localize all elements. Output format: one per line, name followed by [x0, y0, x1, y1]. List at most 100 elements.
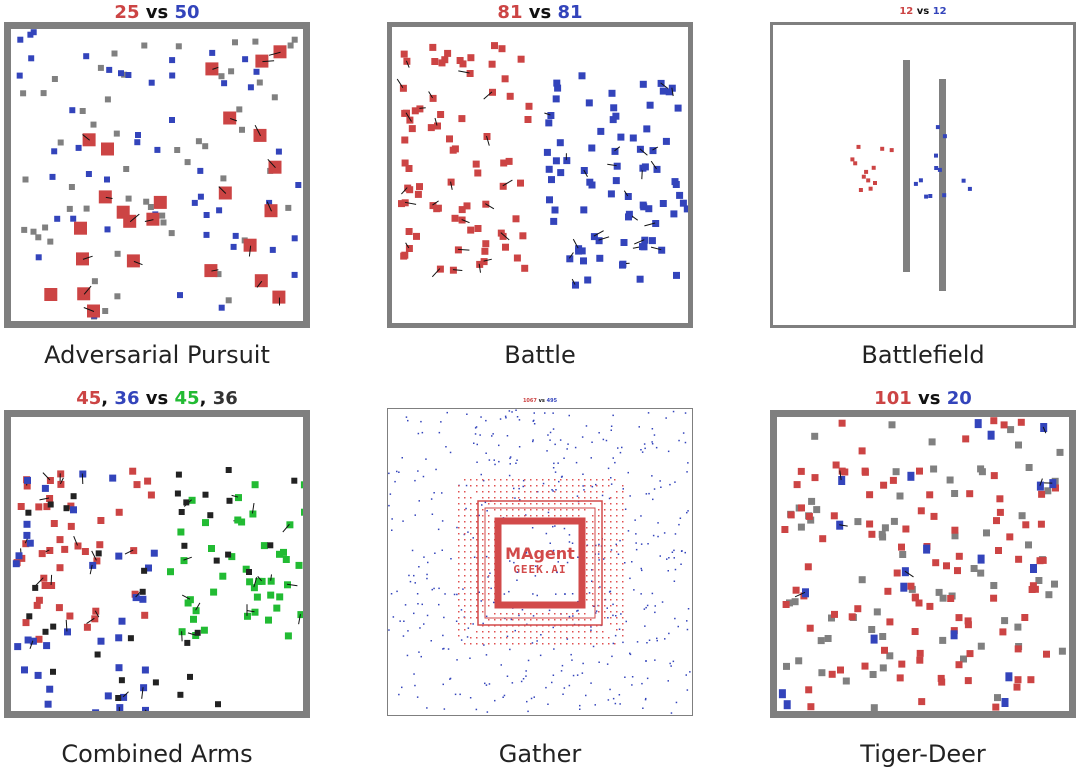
gatherer-agent [531, 527, 534, 529]
green-melee-agent [192, 607, 200, 615]
food-cell [572, 509, 574, 511]
gatherer-agent [572, 615, 574, 617]
tiger-agent [977, 554, 985, 564]
gatherer-agent [670, 665, 672, 667]
caption-gather: Gather [498, 740, 582, 768]
food-cell [554, 515, 556, 517]
food-cell [586, 563, 588, 565]
food-cell [536, 479, 538, 481]
gatherer-agent [430, 640, 432, 642]
green-melee-agent [260, 542, 268, 550]
blue-agent [639, 243, 646, 251]
predator-agent [205, 62, 219, 76]
prey-agent [209, 49, 216, 56]
food-cell [476, 643, 478, 645]
gatherer-agent [396, 590, 398, 593]
prey-agent [232, 232, 239, 239]
score-gather: 1067 vs 495 [387, 398, 693, 404]
food-middle-frame [484, 507, 596, 619]
obstacle-cell [113, 130, 120, 137]
blue-agent [612, 177, 620, 185]
black-ranged-agent [47, 501, 54, 508]
gatherer-agent [648, 639, 651, 641]
food-cell [464, 575, 466, 577]
red-agent [451, 214, 459, 222]
gatherer-agent [391, 518, 393, 520]
deer-agent [990, 472, 998, 480]
gatherer-agent [679, 517, 682, 519]
gatherer-agent [657, 522, 659, 524]
food-cell [476, 637, 478, 639]
gatherer-agent [686, 471, 688, 473]
gatherer-agent [442, 648, 444, 650]
score-right: 12 [932, 6, 947, 17]
food-cell [616, 581, 618, 583]
deer-agent [990, 417, 998, 425]
green-melee-agent [219, 572, 227, 580]
gatherer-agent [391, 529, 393, 531]
gatherer-agent [441, 520, 444, 522]
black-ranged-agent [42, 628, 49, 635]
food-cell [464, 545, 466, 547]
attack-line [461, 219, 470, 224]
food-cell [598, 599, 600, 601]
gatherer-agent [506, 635, 509, 638]
red-melee-agent [22, 540, 30, 548]
food-cell [622, 629, 624, 631]
food-cell [598, 527, 600, 529]
gatherer-agent [599, 586, 601, 588]
food-cell [488, 631, 490, 633]
prey-agent [218, 304, 225, 311]
environment-grid-tiger-deer [770, 410, 1076, 718]
gatherer-agent [558, 480, 560, 483]
food-cell [482, 631, 484, 633]
gatherer-agent [568, 534, 571, 536]
food-cell [470, 569, 472, 571]
food-cell [518, 515, 520, 517]
gatherer-agent [467, 627, 470, 629]
blue-agent [578, 72, 586, 80]
agents-layer [12, 467, 303, 711]
food-cell [622, 617, 624, 619]
blue-agent [613, 162, 621, 170]
food-cell [464, 581, 466, 583]
gatherer-agent [508, 474, 511, 477]
blue-ranged-agent [104, 692, 112, 700]
gatherer-agent [418, 651, 420, 653]
food-cell [500, 479, 502, 481]
food-cell [524, 479, 526, 481]
food-cell [560, 485, 562, 487]
attack-line [229, 118, 238, 122]
gatherer-agent [607, 617, 609, 619]
food-cell [458, 575, 460, 577]
obstacle-cell [97, 64, 104, 71]
gatherer-agent [476, 461, 478, 463]
gatherer-agent [435, 468, 437, 471]
red-agent [429, 202, 437, 210]
red-agent [416, 105, 424, 113]
red-melee-agent [130, 547, 138, 555]
gatherer-agent [519, 499, 521, 501]
obstacle-cell [184, 159, 191, 166]
gatherer-agent [487, 576, 489, 578]
food-cell [604, 557, 606, 559]
food-cell [482, 587, 484, 589]
obstacle-cell [57, 139, 64, 146]
obstacle-cell [868, 626, 876, 633]
environment-grid-adversarial-pursuit [4, 22, 310, 328]
gatherer-agent [488, 459, 491, 461]
gatherer-agent [671, 551, 674, 553]
gatherer-agent [527, 659, 530, 662]
gatherer-agent [643, 443, 646, 445]
red-agent [505, 157, 513, 165]
black-ranged-agent [177, 691, 184, 698]
gatherer-agent [478, 514, 480, 517]
blue-agent [608, 89, 616, 97]
gatherer-agent [542, 482, 545, 485]
gatherer-agent [612, 697, 615, 700]
deer-agent [898, 543, 905, 551]
food-cell [488, 551, 490, 553]
food-cell [482, 515, 484, 517]
gatherer-agent [414, 582, 416, 584]
blue-agent [639, 80, 647, 88]
